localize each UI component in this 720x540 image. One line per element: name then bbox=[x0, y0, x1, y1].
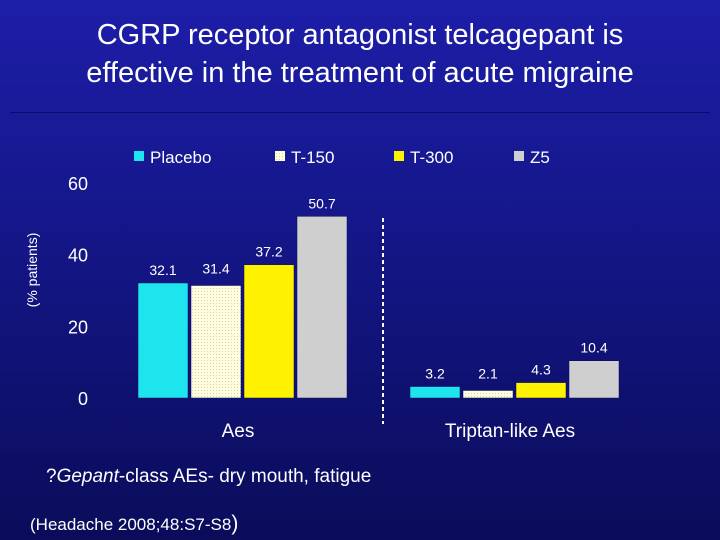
citation: (Headache 2008;48:S7-S8) bbox=[30, 512, 238, 536]
bar-t-150-aes bbox=[190, 285, 242, 399]
bar-placebo-triptan-like-aes bbox=[409, 386, 461, 399]
legend-label-z5: Z5 bbox=[530, 148, 550, 167]
citation-text: (Headache 2008;48:S7-S8 bbox=[30, 515, 232, 534]
bar-t-300-aes bbox=[243, 264, 295, 399]
chart-legend: Placebo T-150 T-300 Z5 bbox=[134, 148, 550, 167]
data-label-z5-triptan-like-aes: 10.4 bbox=[580, 340, 607, 356]
legend-label-placebo: Placebo bbox=[150, 148, 211, 167]
y-axis-label: (% patients) bbox=[24, 233, 40, 308]
legend-swatch-t-150 bbox=[275, 151, 285, 161]
category-label-aes: Aes bbox=[222, 421, 255, 442]
legend-swatch-placebo bbox=[134, 151, 144, 161]
category-label-triptan-like-aes: Triptan-like Aes bbox=[445, 421, 575, 442]
data-labels: 32.1 31.4 37.2 50.7 3.2 2.1 4.3 10.4 bbox=[149, 195, 607, 381]
data-label-t-150-triptan-like-aes: 2.1 bbox=[478, 365, 498, 381]
bar-t-150-triptan-like-aes bbox=[462, 390, 514, 399]
bar-placebo-aes bbox=[137, 282, 189, 399]
title-line-2: effective in the treatment of acute migr… bbox=[86, 57, 634, 89]
x-axis-categories: Aes Triptan-like Aes bbox=[222, 421, 576, 442]
data-label-placebo-aes: 32.1 bbox=[149, 262, 176, 278]
bar-z5-aes bbox=[296, 216, 348, 399]
data-label-placebo-triptan-like-aes: 3.2 bbox=[425, 366, 445, 382]
y-tick-label-20: 20 bbox=[68, 317, 88, 337]
legend-swatch-z5 bbox=[514, 151, 524, 161]
footnote-text: -class AEs- dry mouth, fatigue bbox=[118, 466, 372, 487]
data-label-t-300-aes: 37.2 bbox=[255, 244, 282, 260]
y-tick-label-0: 0 bbox=[78, 389, 88, 409]
footnote-gepant-aes: ?Gepant-class AEs- dry mouth, fatigue bbox=[46, 466, 371, 488]
bar-z5-triptan-like-aes bbox=[568, 360, 620, 399]
legend-label-t-150: T-150 bbox=[291, 148, 334, 167]
footnote-prefix: ? bbox=[46, 466, 57, 487]
legend-swatch-t-300 bbox=[394, 151, 404, 161]
y-axis: (% patients) 0 20 40 60 bbox=[24, 174, 88, 409]
citation-close: ) bbox=[231, 512, 239, 535]
footnote-italic: Gepant bbox=[56, 466, 119, 487]
legend-label-t-300: T-300 bbox=[410, 148, 453, 167]
slide-title: CGRP receptor antagonist telcagepant is … bbox=[0, 16, 720, 92]
y-tick-label-40: 40 bbox=[68, 246, 88, 266]
data-label-t-300-triptan-like-aes: 4.3 bbox=[531, 362, 551, 378]
bar-t-300-triptan-like-aes bbox=[515, 382, 567, 399]
data-label-t-150-aes: 31.4 bbox=[202, 260, 229, 276]
y-tick-label-60: 60 bbox=[68, 174, 88, 194]
title-divider bbox=[10, 112, 710, 115]
bars bbox=[137, 216, 620, 399]
title-line-1: CGRP receptor antagonist telcagepant is bbox=[96, 19, 624, 51]
data-label-z5-aes: 50.7 bbox=[308, 195, 335, 211]
